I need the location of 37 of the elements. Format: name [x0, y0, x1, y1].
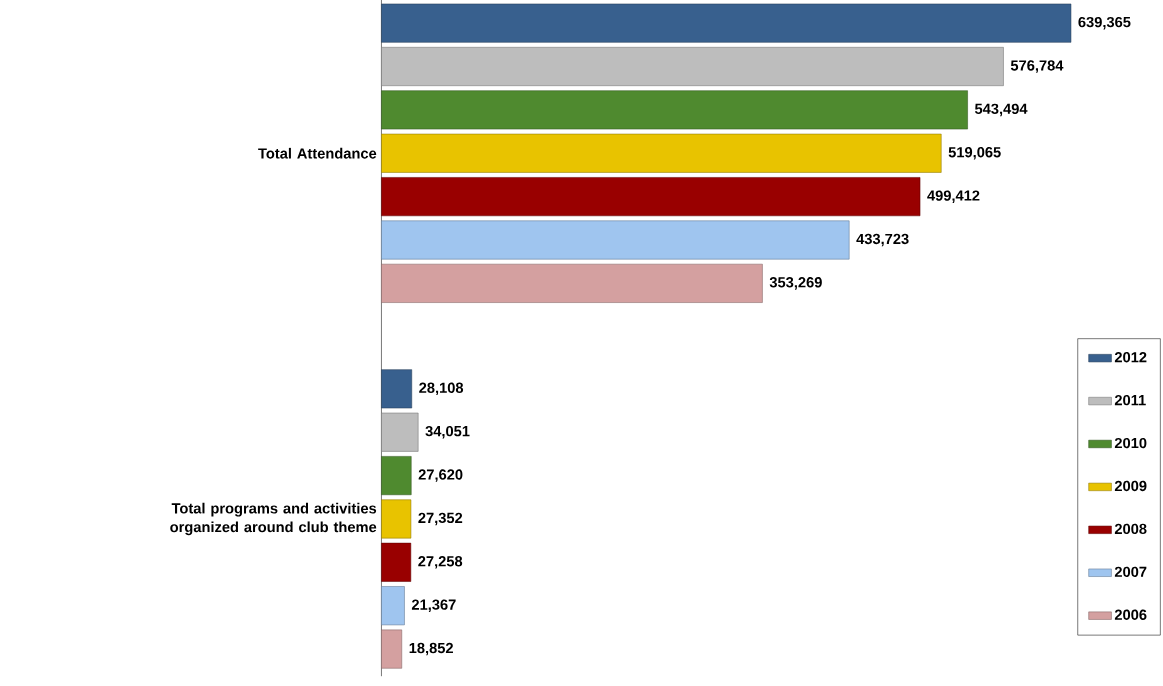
bar: [381, 499, 412, 539]
bar: [381, 456, 412, 496]
data-label: 639,365: [1078, 17, 1131, 30]
bar: [381, 369, 413, 409]
bar: [381, 412, 419, 452]
data-label: 27,258: [418, 556, 463, 569]
legend-label: 2012: [1114, 352, 1147, 363]
data-label: 21,367: [411, 599, 456, 613]
bar: [381, 90, 968, 130]
data-label: 28,108: [419, 382, 464, 396]
data-label: 27,620: [418, 469, 463, 483]
y-tick-label: Total programs and activities organized around club theme: [170, 502, 377, 536]
data-label: 499,412: [927, 190, 980, 204]
legend-label: 2010: [1114, 438, 1147, 449]
data-label: 18,852: [409, 643, 453, 656]
data-label: 353,269: [769, 277, 822, 290]
bar: [381, 47, 1004, 87]
bar: [381, 134, 942, 173]
y-tick-label: Total Attendance: [258, 148, 377, 159]
data-label: 576,784: [1010, 60, 1064, 74]
bar: [381, 543, 412, 583]
bar: [381, 177, 921, 217]
legend-label: 2007: [1114, 566, 1147, 578]
data-label: 519,065: [948, 147, 1001, 160]
data-label: 34,051: [425, 426, 470, 439]
bar: [381, 264, 763, 304]
bar: [381, 629, 403, 669]
bar: [381, 220, 850, 260]
data-label: 27,352: [418, 512, 463, 526]
legend-label: 2006: [1114, 609, 1147, 621]
data-label: 543,494: [974, 103, 1028, 117]
legend-label: 2008: [1114, 523, 1147, 535]
data-label: 433,723: [856, 233, 909, 247]
legend-label: 2011: [1114, 395, 1146, 406]
bar: [381, 3, 1072, 43]
bar: [381, 586, 405, 626]
legend-label: 2009: [1114, 481, 1147, 492]
